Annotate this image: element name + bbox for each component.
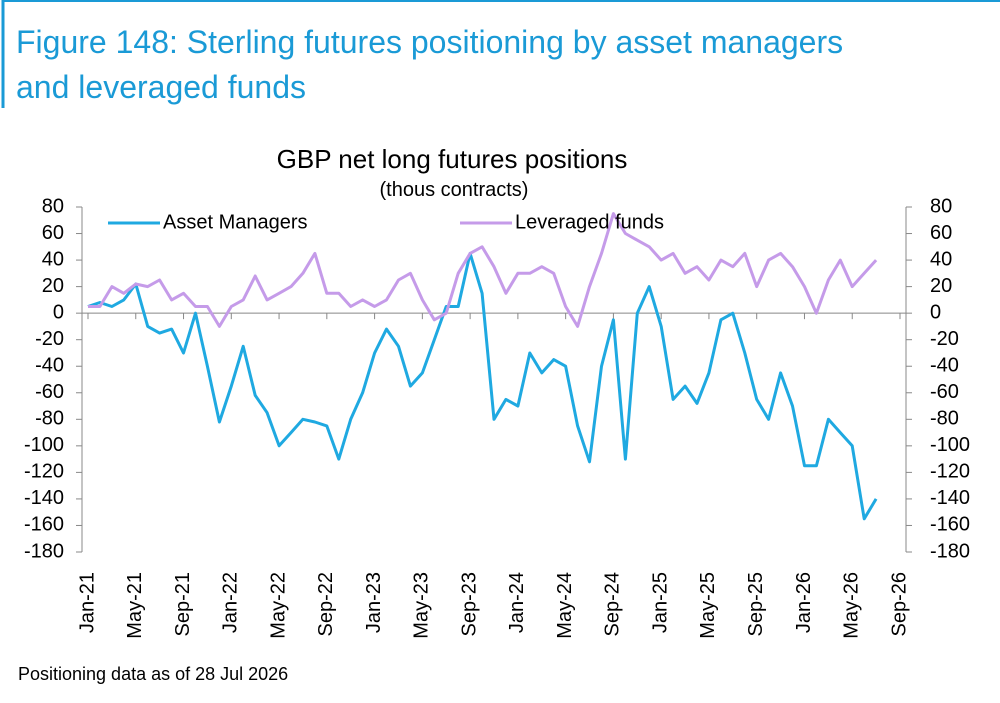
x-tick-label: Jan-22 [220, 572, 242, 633]
y-tick-label: 0 [53, 301, 64, 323]
x-tick-label: May-22 [267, 572, 289, 639]
y2-tick-label: 40 [930, 248, 952, 270]
x-tick-label: Jan-21 [76, 572, 98, 633]
y2-tick-label: -160 [930, 514, 970, 536]
y2-tick-label: -40 [930, 355, 959, 377]
legend-label: Asset Managers [163, 211, 308, 233]
y2-tick-label: -20 [930, 328, 959, 350]
x-tick-label: Sep-23 [458, 572, 480, 637]
x-tick-label: Sep-26 [888, 572, 910, 637]
y-tick-label: -100 [24, 434, 64, 456]
y-tick-label: -80 [35, 408, 64, 430]
y-tick-label: 40 [42, 248, 64, 270]
y2-tick-label: -60 [930, 381, 959, 403]
y-tick-label: 20 [42, 275, 64, 297]
y2-tick-label: -140 [930, 487, 970, 509]
y-tick-label: -40 [35, 355, 64, 377]
y-tick-label: -60 [35, 381, 64, 403]
y2-tick-label: 20 [930, 275, 952, 297]
plot: -180 -160 -140 -120 -100 -80 -60 -40 -20 0 20 40 60 8… [24, 195, 970, 638]
y-tick-label: -140 [24, 487, 64, 509]
y2-tick-label: -120 [930, 461, 970, 483]
x-tick-label: Sep-25 [745, 572, 767, 637]
x-tick-label: May-25 [697, 572, 719, 639]
y-tick-label: 80 [42, 195, 64, 217]
x-tick-label: May-21 [124, 572, 146, 639]
x-tick-label: Jan-25 [649, 572, 671, 633]
x-tick-label: Sep-22 [315, 572, 337, 637]
y2-tick-label: -100 [930, 434, 970, 456]
y2-tick-label: 80 [930, 195, 952, 217]
x-tick-label: Jan-24 [506, 572, 528, 633]
series-line [88, 212, 878, 328]
y2-tick-label: -180 [930, 540, 970, 562]
x-tick-label: Jan-26 [793, 572, 815, 633]
y-tick-label: -180 [24, 540, 64, 562]
x-tick-label: May-24 [554, 572, 576, 639]
x-tick-label: Sep-21 [172, 572, 194, 637]
x-tick-label: May-23 [411, 572, 433, 639]
y-tick-label: 60 [42, 222, 64, 244]
chart-title: GBP net long futures positions [277, 144, 628, 174]
x-tick-label: May-26 [841, 572, 863, 639]
footnote: Positioning data as of 28 Jul 2026 [18, 664, 288, 684]
figure-title: Figure 148: Sterling futures positioning… [16, 24, 843, 60]
x-tick-label: Jan-23 [363, 572, 385, 633]
legend-label: Leveraged funds [515, 211, 664, 233]
series-line [87, 251, 878, 521]
y2-tick-label: 60 [930, 222, 952, 244]
y2-tick-label: 0 [930, 301, 941, 323]
y2-tick-label: -80 [930, 408, 959, 430]
x-tick-label: Sep-24 [602, 572, 624, 637]
chart-subtitle: (thous contracts) [380, 179, 529, 201]
y-tick-label: -160 [24, 514, 64, 536]
y-tick-label: -120 [24, 461, 64, 483]
figure-title: and leveraged funds [16, 69, 306, 105]
y-tick-label: -20 [35, 328, 64, 350]
